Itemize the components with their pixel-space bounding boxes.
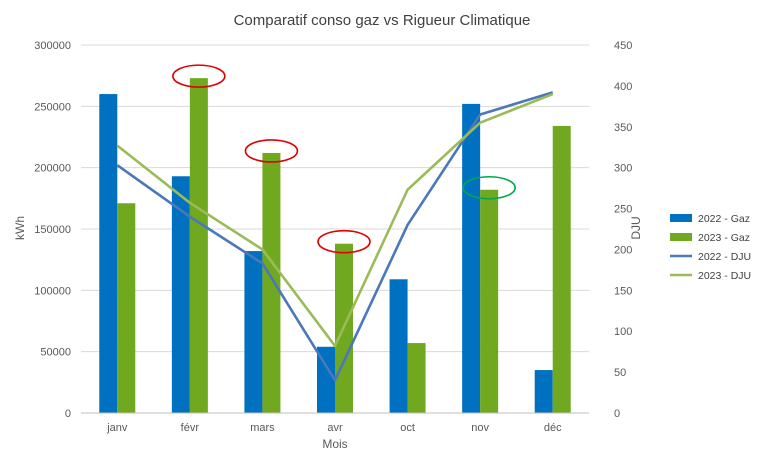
y2-tick-label: 200	[614, 244, 632, 256]
annotation-ellipse	[244, 139, 299, 163]
bar	[117, 203, 136, 413]
legend-swatch	[670, 214, 692, 222]
y-tick-label: 300000	[34, 40, 71, 52]
y2-tick-label: 350	[614, 122, 632, 134]
bar	[99, 94, 118, 414]
annotation-ellipse	[172, 64, 226, 88]
y2-tick-label: 150	[614, 285, 632, 297]
bar	[317, 346, 335, 413]
y2-tick-label: 300	[614, 163, 632, 175]
x-tick-label: oct	[400, 422, 415, 434]
x-tick-label: avr	[327, 422, 343, 434]
legend-label: 2022 - DJU	[698, 251, 751, 263]
x-tick-label: févr	[181, 422, 200, 434]
x-tick-label: nov	[471, 422, 489, 434]
x-tick-label: janv	[106, 422, 128, 434]
legend-label: 2022 - Gaz	[698, 213, 750, 225]
x-tick-label: déc	[544, 422, 562, 434]
y-tick-label: 250000	[34, 101, 71, 113]
annotation-ellipse	[317, 229, 371, 254]
legend-label: 2023 - Gaz	[698, 232, 750, 244]
dju-lines	[116, 91, 554, 382]
bars	[99, 78, 571, 414]
legend: 2022 - Gaz 2023 - Gaz 2022 - DJU 2023 - DJU	[670, 213, 751, 282]
y2-tick-label: 50	[614, 367, 626, 379]
legend-label: 2023 - DJU	[698, 270, 751, 282]
y-tick-label: 0	[65, 408, 71, 420]
bar	[534, 370, 553, 413]
series-line	[116, 91, 554, 382]
annotations	[172, 64, 516, 254]
x-axis-label: Mois	[322, 437, 347, 451]
y2-tick-label: 400	[614, 81, 632, 93]
left-axis-ticks: 0 50000 100000 150000 200000 250000 300000	[34, 40, 71, 420]
y2-tick-label: 0	[614, 408, 620, 420]
y-tick-label: 100000	[34, 285, 71, 297]
bar	[552, 125, 571, 414]
gridlines	[81, 44, 589, 353]
x-axis-ticks: janv févr mars avr oct nov déc	[106, 422, 562, 434]
y2-tick-label: 250	[614, 204, 632, 216]
bar	[244, 251, 263, 413]
y-tick-label: 50000	[40, 347, 71, 359]
bar	[462, 103, 481, 413]
bar	[480, 189, 499, 413]
bar	[189, 78, 208, 414]
chart-title: Comparatif conso gaz vs Rigueur Climatiq…	[234, 12, 531, 29]
right-axis-ticks: 0 50 100 150 200 250 300 350 400 450	[614, 40, 632, 420]
y-tick-label: 200000	[34, 163, 71, 175]
y-tick-label: 150000	[34, 224, 71, 236]
y2-axis-label: DJU	[629, 216, 643, 239]
y-axis-label: kWh	[13, 216, 27, 240]
legend-swatch	[670, 233, 692, 241]
x-tick-label: mars	[250, 422, 275, 434]
annotation-ellipse	[462, 175, 516, 200]
y2-tick-label: 100	[614, 326, 632, 338]
bar	[262, 152, 281, 414]
bar	[407, 343, 426, 413]
y2-tick-label: 450	[614, 40, 632, 52]
bar	[171, 176, 190, 413]
series-line	[116, 92, 554, 348]
bar	[389, 279, 408, 413]
